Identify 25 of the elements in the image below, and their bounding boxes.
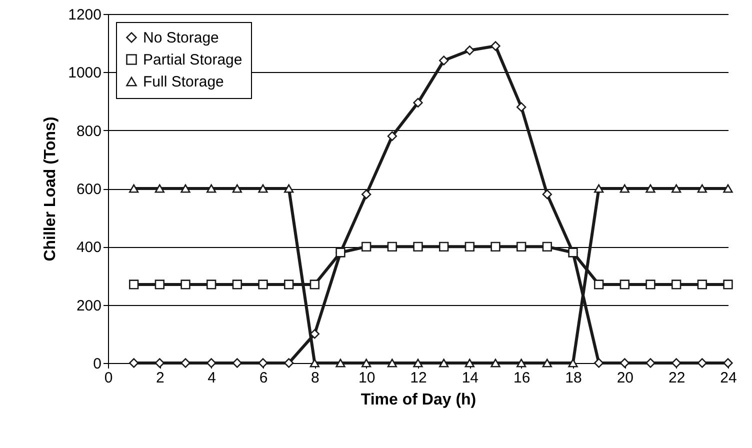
x-tick-label: 0 (104, 370, 113, 386)
x-axis-title: Time of Day (h) (360, 392, 476, 408)
x-tick-label: 4 (208, 370, 216, 386)
x-tick-label: 22 (668, 370, 686, 386)
y-tick-label: 0 (93, 356, 102, 372)
x-tick-label: 24 (720, 370, 737, 386)
y-tick-label: 800 (76, 122, 102, 140)
legend-label: Partial Storage (143, 52, 242, 68)
y-tick-label: 200 (76, 297, 102, 314)
x-tick-label: 6 (259, 370, 268, 386)
x-tick-label: 20 (616, 370, 634, 386)
y-tick-label: 600 (76, 181, 102, 198)
y-tick-label: 400 (76, 239, 102, 256)
x-tick-label: 16 (513, 370, 530, 386)
x-tick-label: 8 (310, 370, 320, 386)
y-tick-label: 1200 (68, 6, 102, 24)
x-tick-label: 2 (156, 370, 164, 386)
y-tick-label: 1000 (68, 64, 102, 82)
x-tick-label: 18 (565, 370, 582, 386)
legend-label: Full Storage (143, 74, 224, 90)
y-axis-title: Chiller Load (Tons) (42, 116, 60, 262)
x-tick-label: 12 (410, 370, 427, 386)
x-tick-label: 10 (358, 370, 376, 386)
x-tick-label: 14 (462, 370, 479, 386)
legend-label: No Storage (143, 30, 219, 46)
